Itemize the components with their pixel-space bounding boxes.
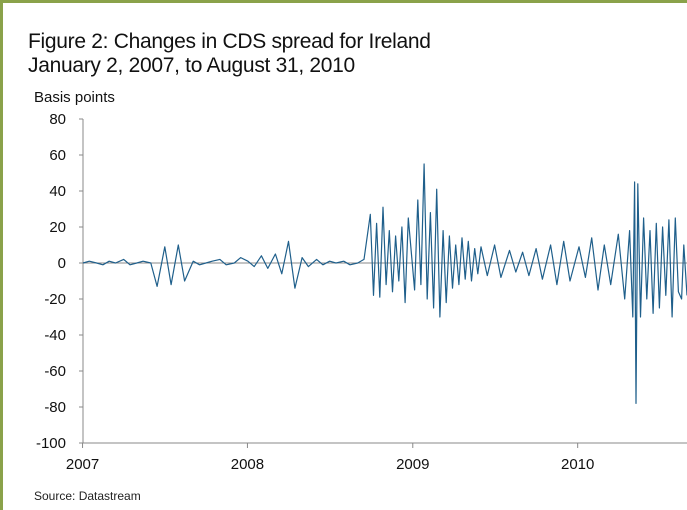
chart-title-block: Figure 2: Changes in CDS spread for Irel… [28, 30, 431, 78]
x-tick-label: 2007 [66, 456, 99, 473]
y-tick-label: -60 [44, 363, 66, 380]
cds-spread-change-line [82, 163, 687, 404]
y-tick-label: 80 [49, 111, 66, 128]
y-axis-label: Basis points [34, 89, 115, 106]
y-tick-label: -20 [44, 291, 66, 308]
x-tick-label: 2008 [231, 456, 264, 473]
y-tick-label: 40 [49, 183, 66, 200]
chart-subtitle: January 2, 2007, to August 31, 2010 [28, 54, 355, 77]
y-tick-label: 0 [58, 255, 66, 272]
x-tick-label: 2009 [396, 456, 429, 473]
source-note: Source: Datastream [34, 489, 141, 503]
y-tick-label: -100 [36, 435, 66, 452]
x-ticks: 2007 2008 2009 2010 [66, 443, 594, 473]
y-ticks: 80 60 40 20 0 -20 -40 -60 -80 -100 [36, 111, 83, 452]
chart-title: Figure 2: Changes in CDS spread for Irel… [28, 30, 431, 53]
y-tick-label: 20 [49, 219, 66, 236]
y-tick-label: 60 [49, 147, 66, 164]
y-tick-label: -80 [44, 399, 66, 416]
x-tick-label: 2010 [561, 456, 594, 473]
y-tick-label: -40 [44, 327, 66, 344]
